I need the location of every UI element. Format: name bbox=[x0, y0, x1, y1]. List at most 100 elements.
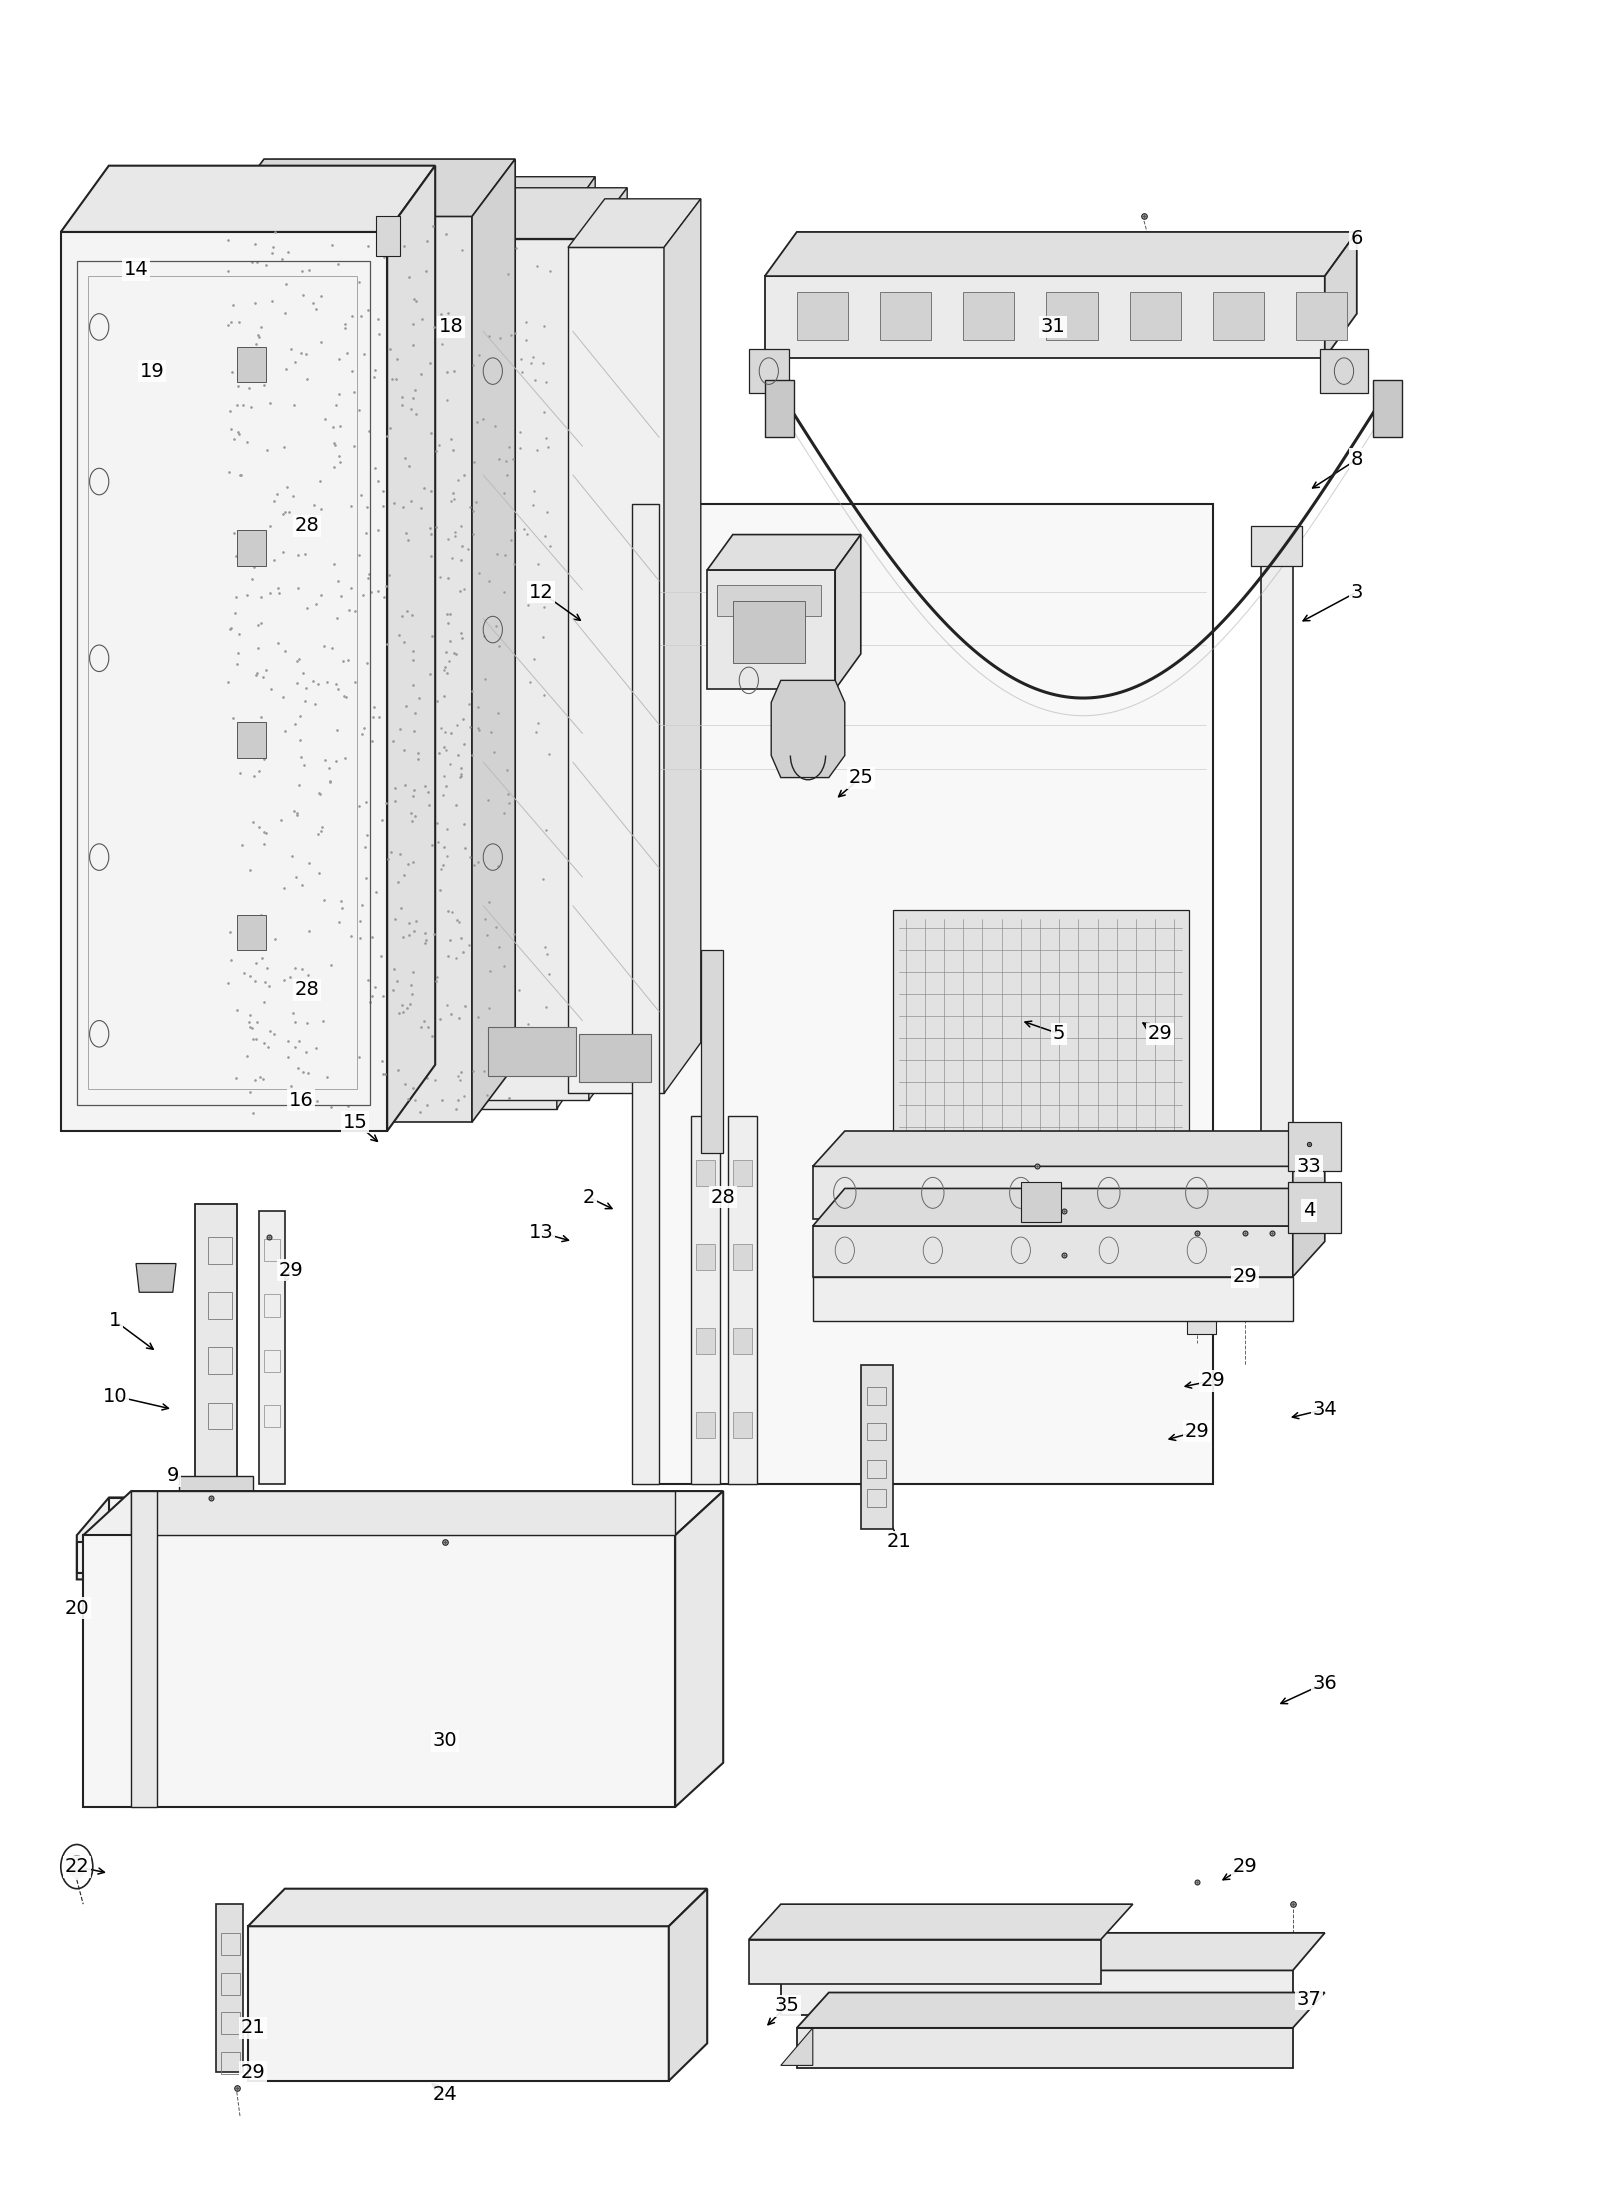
Polygon shape bbox=[387, 166, 435, 1131]
Text: 21: 21 bbox=[240, 2019, 266, 2037]
Text: 15: 15 bbox=[342, 1113, 368, 1131]
Polygon shape bbox=[669, 1889, 707, 2081]
Polygon shape bbox=[749, 1940, 1101, 1984]
Polygon shape bbox=[472, 159, 515, 1122]
Text: 34: 34 bbox=[1312, 1401, 1338, 1418]
Text: 21: 21 bbox=[886, 1533, 912, 1551]
Polygon shape bbox=[61, 232, 387, 1131]
Bar bbox=[696, 1160, 715, 1186]
Bar bbox=[880, 292, 931, 340]
Text: 12: 12 bbox=[528, 583, 554, 601]
Text: 1: 1 bbox=[109, 1312, 122, 1330]
Bar bbox=[264, 1405, 280, 1427]
Bar bbox=[867, 1423, 886, 1440]
Bar bbox=[208, 1403, 232, 1429]
Polygon shape bbox=[221, 159, 515, 216]
Text: 16: 16 bbox=[288, 1091, 314, 1109]
Bar bbox=[579, 1034, 651, 1082]
Polygon shape bbox=[221, 216, 472, 1122]
Bar bbox=[1187, 1204, 1216, 1253]
Text: 25: 25 bbox=[848, 769, 874, 786]
Bar bbox=[1251, 1211, 1302, 1259]
Polygon shape bbox=[568, 247, 664, 1093]
Text: 35: 35 bbox=[774, 1997, 800, 2015]
Text: 19: 19 bbox=[139, 362, 165, 380]
Polygon shape bbox=[477, 239, 589, 1100]
Bar bbox=[221, 1973, 240, 1995]
Polygon shape bbox=[728, 1116, 757, 1484]
Polygon shape bbox=[1288, 1122, 1341, 1171]
Bar bbox=[237, 915, 266, 950]
Bar bbox=[701, 950, 723, 1153]
Polygon shape bbox=[248, 1926, 669, 2081]
Bar bbox=[717, 585, 821, 616]
Bar bbox=[237, 530, 266, 566]
Polygon shape bbox=[109, 1498, 717, 1542]
Bar bbox=[963, 292, 1014, 340]
Polygon shape bbox=[83, 1535, 675, 1807]
Polygon shape bbox=[568, 199, 701, 247]
Bar bbox=[208, 1292, 232, 1319]
Text: 3: 3 bbox=[1350, 583, 1363, 601]
Polygon shape bbox=[1320, 349, 1368, 393]
Text: 28: 28 bbox=[294, 517, 320, 535]
Bar bbox=[237, 347, 266, 382]
Polygon shape bbox=[781, 1970, 1293, 2015]
Bar bbox=[1213, 292, 1264, 340]
Polygon shape bbox=[216, 1904, 243, 2072]
Text: 9: 9 bbox=[166, 1467, 179, 1484]
Polygon shape bbox=[248, 1889, 707, 1926]
Bar bbox=[77, 261, 370, 1104]
Bar bbox=[733, 1160, 752, 1186]
Bar bbox=[264, 1294, 280, 1317]
Polygon shape bbox=[781, 2028, 813, 2065]
Bar bbox=[867, 1460, 886, 1478]
Bar bbox=[733, 1244, 752, 1270]
Polygon shape bbox=[765, 276, 1325, 358]
Bar bbox=[1187, 1286, 1216, 1334]
Polygon shape bbox=[1293, 1188, 1325, 1277]
Text: 18: 18 bbox=[438, 318, 464, 336]
Polygon shape bbox=[179, 1476, 253, 1520]
Text: 36: 36 bbox=[1312, 1674, 1338, 1692]
Text: 37: 37 bbox=[1296, 1990, 1322, 2008]
Polygon shape bbox=[632, 504, 659, 1484]
Bar bbox=[237, 722, 266, 758]
Circle shape bbox=[69, 1856, 85, 1878]
Polygon shape bbox=[749, 1904, 1133, 1940]
Bar bbox=[1130, 292, 1181, 340]
Polygon shape bbox=[259, 1211, 285, 1484]
Polygon shape bbox=[749, 349, 789, 393]
Text: 22: 22 bbox=[64, 1858, 90, 1875]
Polygon shape bbox=[675, 1491, 723, 1807]
Polygon shape bbox=[355, 177, 595, 232]
Bar bbox=[1373, 380, 1402, 437]
Bar bbox=[733, 601, 805, 663]
Polygon shape bbox=[691, 1116, 720, 1484]
Text: 30: 30 bbox=[432, 1732, 458, 1750]
Polygon shape bbox=[861, 1365, 893, 1529]
Text: 6: 6 bbox=[1350, 230, 1363, 247]
Polygon shape bbox=[797, 1993, 1325, 2028]
Bar bbox=[488, 1027, 576, 1076]
Bar bbox=[88, 276, 357, 1089]
Text: 29: 29 bbox=[1184, 1423, 1210, 1440]
Polygon shape bbox=[813, 1277, 1293, 1321]
Polygon shape bbox=[355, 232, 557, 1109]
Bar bbox=[221, 2012, 240, 2034]
Bar bbox=[221, 2052, 240, 2074]
Bar bbox=[1296, 292, 1347, 340]
Polygon shape bbox=[61, 166, 435, 232]
Bar bbox=[893, 910, 1189, 1202]
Bar bbox=[696, 1412, 715, 1438]
Polygon shape bbox=[131, 1491, 157, 1807]
Bar bbox=[221, 1933, 240, 1955]
Polygon shape bbox=[77, 1498, 669, 1573]
Text: 29: 29 bbox=[240, 2063, 266, 2081]
Polygon shape bbox=[136, 1264, 176, 1292]
Polygon shape bbox=[637, 504, 1213, 1484]
Bar bbox=[1021, 1182, 1061, 1222]
Bar bbox=[733, 1328, 752, 1354]
Text: 29: 29 bbox=[1232, 1858, 1258, 1875]
Text: 28: 28 bbox=[294, 981, 320, 998]
